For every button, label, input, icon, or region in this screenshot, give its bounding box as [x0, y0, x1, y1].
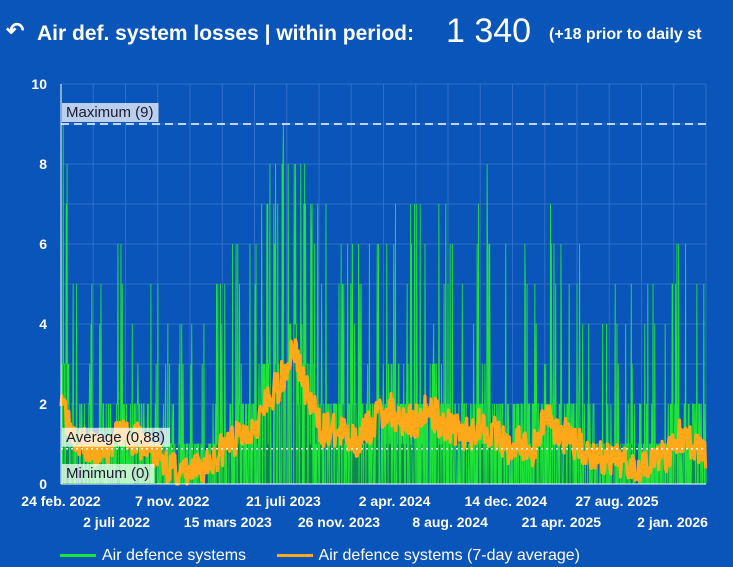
legend-label-daily: Air defence systems [102, 547, 247, 564]
legend-swatch-average [276, 554, 313, 558]
legend-label-average: Air defence systems (7-day average) [318, 547, 580, 564]
x-tick-label: 14 dec. 2024 [465, 493, 548, 509]
line-chart: 0 2 4 6 8 10 Maximum (9) Average (0,88) Minimum … [21, 76, 708, 530]
x-tick-label: 2 juli 2022 [83, 514, 150, 530]
x-tick-label: 26 nov. 2023 [298, 514, 380, 530]
y-tick-label: 0 [39, 476, 47, 492]
legend-item-daily[interactable]: Air defence systems [60, 545, 246, 567]
x-tick-label: 24 feb. 2022 [21, 493, 101, 509]
reference-label-bg [62, 464, 155, 483]
reference-label: Minimum (0) [66, 465, 149, 482]
legend-item-average[interactable]: Air defence systems (7-day average) [276, 545, 580, 567]
x-tick-label: 8 aug. 2024 [412, 514, 488, 530]
y-tick-label: 6 [39, 236, 47, 252]
x-tick-label: 27 aug. 2025 [575, 493, 658, 509]
y-tick-label: 2 [39, 396, 47, 412]
legend-swatch-daily [60, 554, 96, 558]
reference-label: Average (0,88) [66, 429, 165, 446]
legend: Air defence systems Air defence systems … [60, 545, 606, 567]
y-tick-label: 10 [31, 76, 47, 92]
series-average-line [59, 338, 708, 486]
reference-label-bg [62, 103, 159, 122]
page-title: Air def. system losses | within period: [37, 22, 414, 45]
reference-label-bg [62, 427, 170, 447]
x-tick-label: 7 nov. 2022 [135, 493, 210, 509]
prior-note: (+18 prior to daily st [549, 26, 702, 43]
x-tick-label: 21 juli 2023 [246, 493, 321, 509]
x-tick-label: 2 jan. 2026 [637, 514, 708, 530]
x-tick-label: 15 mars 2023 [184, 514, 272, 530]
header: ↶ Air def. system losses | within period… [6, 8, 733, 48]
x-tick-label: 21 apr. 2025 [522, 514, 602, 530]
total-losses-value: 1 340 [446, 12, 532, 48]
y-tick-label: 8 [39, 156, 47, 172]
x-tick-label: 2 apr. 2024 [359, 493, 431, 509]
reference-label: Maximum (9) [66, 104, 154, 121]
y-tick-label: 4 [39, 316, 47, 332]
back-arrow-icon[interactable]: ↶ [6, 18, 25, 43]
